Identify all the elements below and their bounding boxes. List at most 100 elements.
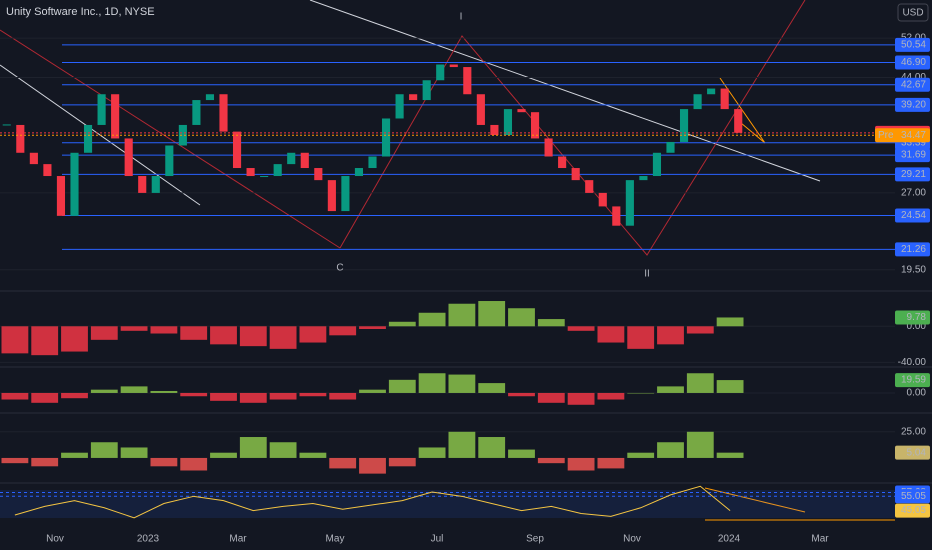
histogram-bar (90, 442, 118, 458)
histogram-bar (418, 373, 446, 393)
indicator-value: 9.78 (907, 312, 927, 323)
candle (571, 168, 580, 181)
candle (29, 152, 38, 165)
wave-line (339, 0, 806, 256)
candle (490, 124, 499, 136)
histogram-bar (269, 392, 297, 400)
candle (652, 152, 662, 177)
histogram-bar (329, 392, 357, 400)
wave-annotation: C (336, 263, 343, 274)
candle (409, 94, 418, 101)
histogram-bar (180, 392, 208, 397)
candle (314, 168, 323, 181)
currency[interactable]: USD (902, 8, 923, 19)
candle (287, 152, 296, 165)
candle (43, 164, 52, 177)
histogram-bar (90, 389, 118, 393)
wave-annotation: I (460, 12, 463, 23)
level-label-box (895, 242, 930, 257)
histogram-bar (597, 457, 625, 469)
y-tick-label: 0.00 (907, 321, 927, 332)
candle (97, 94, 106, 125)
chart-title: Unity Software Inc., 1D, NYSE (6, 6, 155, 18)
candle (327, 180, 336, 212)
y-tick-label: -40.00 (898, 357, 927, 368)
histogram-bar (537, 392, 565, 403)
histogram-bar (120, 386, 148, 393)
y-tick-label: 44.00 (901, 72, 926, 83)
candle (517, 109, 526, 113)
candle (693, 94, 702, 110)
level-label: 29.21 (901, 169, 926, 180)
histogram-bar (597, 326, 625, 343)
histogram-bar (299, 452, 327, 458)
level-label: 39.20 (901, 99, 926, 110)
histogram-bar (180, 457, 208, 471)
histogram-bar (627, 326, 655, 349)
x-tick-label: 2024 (718, 534, 741, 545)
x-tick-label: May (326, 534, 345, 545)
x-tick-label: Nov (46, 534, 64, 545)
candle (734, 109, 743, 133)
histogram-bar (508, 308, 535, 327)
level-label: 24.54 (901, 210, 926, 221)
histogram-bar (150, 326, 178, 334)
histogram-bar (478, 301, 506, 327)
histogram-bar (508, 449, 535, 458)
candle (463, 67, 472, 95)
candle (544, 138, 553, 157)
histogram-bar (1, 457, 29, 464)
trendline (0, 29, 341, 249)
candle (178, 124, 187, 146)
candle (273, 164, 282, 177)
price-label: 34.47 (901, 130, 926, 141)
candle (612, 206, 621, 226)
histogram-bar (388, 379, 416, 393)
level-label-box (895, 148, 930, 163)
histogram-bar (210, 326, 237, 345)
price-prefix: Pre (878, 130, 894, 141)
candle (436, 64, 445, 81)
level-label-box (895, 55, 930, 70)
histogram-bar (567, 326, 595, 331)
candle (70, 152, 79, 216)
histogram-bar (61, 326, 88, 352)
indicator-value: 5.04 (907, 447, 927, 458)
candle (558, 156, 567, 169)
histogram-bar (388, 457, 416, 467)
histogram-bar (657, 386, 684, 393)
currency-box[interactable] (897, 3, 929, 22)
indicator-value-box (895, 445, 930, 460)
histogram-bar (299, 392, 327, 397)
histogram-bar (239, 392, 267, 403)
candle (625, 180, 634, 226)
histogram-bar (31, 326, 59, 356)
candle (381, 118, 391, 157)
candle (16, 124, 25, 153)
candle (666, 141, 675, 153)
histogram-bar (627, 452, 655, 458)
histogram-bar (388, 321, 416, 327)
histogram-bar (716, 317, 744, 327)
histogram-bar (269, 326, 297, 349)
histogram-bar (567, 457, 595, 471)
histogram-bar (239, 437, 267, 458)
histogram-bar (478, 383, 506, 393)
candle (422, 80, 431, 101)
candle (111, 94, 120, 139)
candle (165, 145, 174, 177)
level-label-box (895, 77, 930, 92)
histogram-bar (61, 452, 88, 458)
x-tick-label: Sep (526, 534, 544, 545)
candle (232, 131, 242, 169)
candle (260, 176, 269, 178)
candle (476, 94, 485, 125)
histogram-bar (686, 373, 714, 393)
candle (56, 176, 66, 216)
candle (83, 124, 93, 153)
histogram-bar (150, 457, 178, 467)
y-tick-label: 0.00 (907, 388, 927, 399)
candle (300, 152, 309, 169)
histogram-bar (1, 326, 29, 354)
histogram-bar (269, 442, 297, 458)
